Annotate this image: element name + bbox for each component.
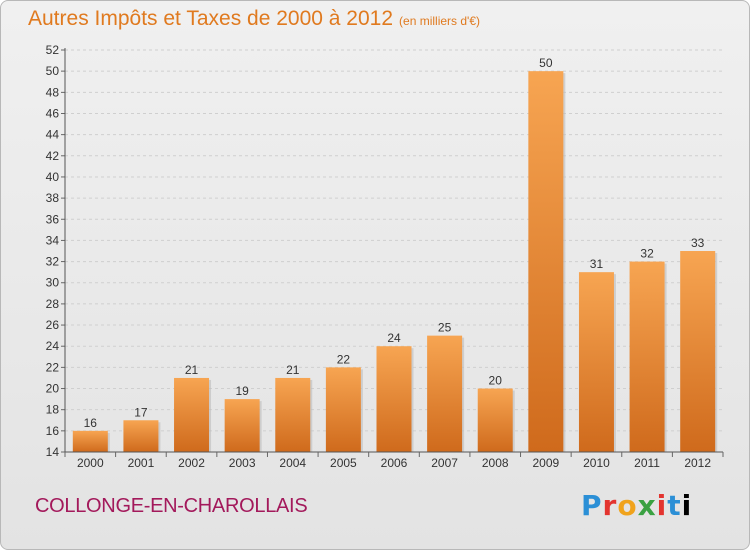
x-tick-label: 2008 [482,456,509,470]
data-label: 50 [539,56,553,70]
chart-title-text: Autres Impôts et Taxes de 2000 à 2012 [28,7,394,30]
x-tick-label: 2004 [279,456,306,470]
bar [224,399,260,452]
data-label: 21 [286,363,300,377]
y-tick-label: 42 [46,149,60,163]
y-tick-label: 16 [46,424,60,438]
data-label: 20 [489,374,503,388]
data-label: 16 [84,416,98,430]
bar [275,377,311,452]
y-tick-label: 40 [46,170,60,184]
x-tick-label: 2003 [229,456,256,470]
x-tick-label: 2007 [431,456,458,470]
bars [72,71,718,452]
y-tick-label: 34 [46,233,60,247]
y-tick-label: 20 [46,382,60,396]
y-tick-label: 50 [46,64,60,78]
bar [123,420,159,452]
x-tick-label: 2009 [532,456,559,470]
bar [528,71,564,452]
y-axis-ticks: 14 16 18 20 22 24 26 28 30 32 34 36 38 40 42 44 46 48 50 52 [46,43,65,459]
x-tick-label: 2012 [684,456,711,470]
data-label: 32 [640,247,654,261]
data-label: 17 [134,405,148,419]
data-label: 33 [691,236,705,250]
x-tick-label: 2006 [381,456,408,470]
chart-title: Autres Impôts et Taxes de 2000 à 2012 (en… [28,7,480,31]
y-tick-label: 14 [46,445,60,459]
bar [680,251,716,452]
data-label: 19 [235,384,249,398]
x-tick-label: 2011 [634,456,660,470]
axes [64,48,723,453]
data-label: 22 [337,352,351,366]
y-tick-label: 48 [46,85,60,99]
bar [376,346,412,452]
chart-unit: (en milliers d'€) [399,14,481,28]
x-tick-label: 2002 [178,456,205,470]
x-axis-ticks: 2000 2001 2002 2003 2004 2005 2006 2007 2008 2009… [64,452,724,470]
y-tick-label: 36 [46,212,60,226]
commune-name: COLLONGE-EN-CHAROLLAIS [35,495,308,517]
data-label: 25 [438,321,452,335]
bar [325,367,361,452]
bar [578,272,614,452]
data-label: 31 [590,257,604,271]
y-tick-label: 22 [46,360,60,374]
bar [629,261,665,452]
bar [72,430,108,452]
bar [174,377,210,452]
y-tick-label: 44 [46,128,60,142]
x-tick-label: 2000 [77,456,104,470]
y-tick-label: 46 [46,106,60,120]
y-tick-label: 32 [46,255,60,269]
y-tick-label: 28 [46,297,60,311]
bar [477,388,513,452]
y-tick-label: 18 [46,403,60,417]
y-tick-label: 26 [46,318,60,332]
x-tick-label: 2001 [128,456,155,470]
y-tick-label: 24 [46,339,60,353]
data-label: 21 [185,363,199,377]
proxiti-logo: Proxiti [581,489,693,522]
bar [427,335,463,452]
y-tick-label: 30 [46,276,60,290]
y-tick-label: 52 [46,43,60,57]
data-label: 24 [387,331,401,345]
x-tick-label: 2005 [330,456,357,470]
x-tick-label: 2010 [583,456,610,470]
y-tick-label: 38 [46,191,60,205]
data-labels: 16 17 21 19 21 22 24 25 20 50 31 32 33 [84,56,705,430]
